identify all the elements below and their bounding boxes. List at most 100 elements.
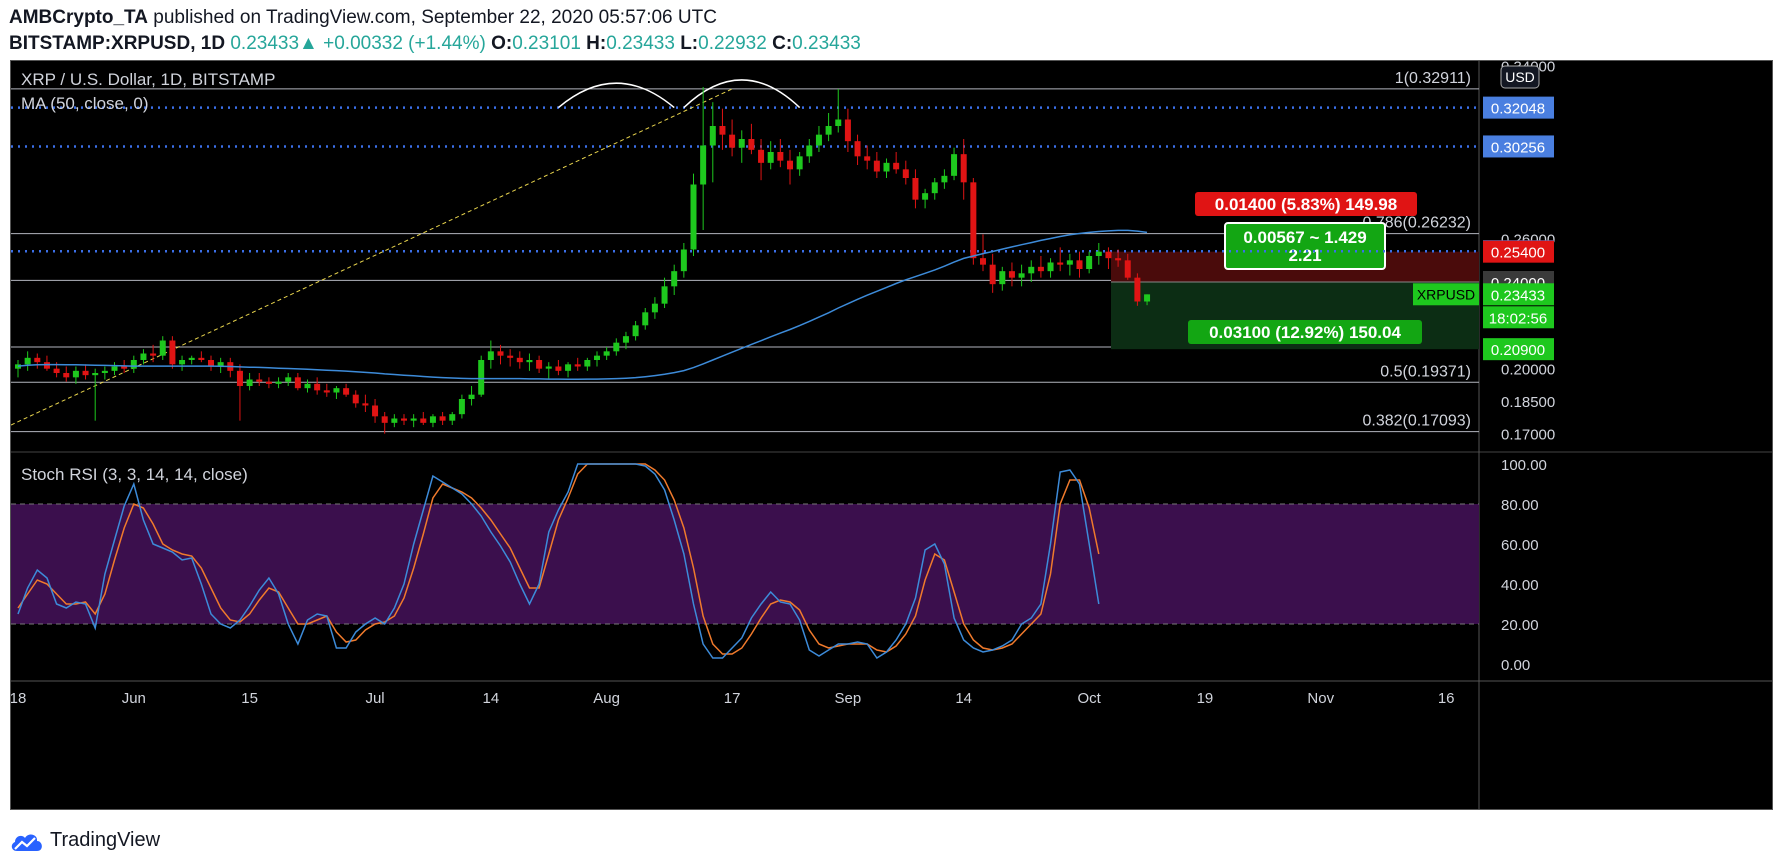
drawings[interactable] [11,79,801,426]
candle[interactable] [294,373,301,391]
candle[interactable] [82,364,89,380]
candle[interactable] [671,264,678,295]
candle[interactable] [516,351,523,369]
candle[interactable] [999,266,1006,291]
candle[interactable] [265,377,272,389]
candle[interactable] [208,355,214,371]
candle[interactable] [565,362,572,378]
candle[interactable] [130,355,137,373]
candle[interactable] [236,364,243,421]
candle[interactable] [275,377,282,389]
candle[interactable] [970,178,977,265]
candle[interactable] [169,336,176,369]
candle[interactable] [468,386,475,406]
candle[interactable] [1018,264,1025,287]
candle[interactable] [690,173,697,256]
candle[interactable] [497,344,504,365]
candle[interactable] [941,169,948,189]
candle[interactable] [758,139,765,181]
candle[interactable] [256,373,263,386]
candle[interactable] [1037,256,1044,278]
candle[interactable] [1047,258,1054,278]
candle[interactable] [1115,249,1122,267]
candle[interactable] [343,383,350,397]
candle[interactable] [15,360,21,378]
candle[interactable] [458,394,465,419]
candle[interactable] [893,152,900,174]
candle[interactable] [613,338,620,356]
candle[interactable] [844,108,851,152]
candle[interactable] [1134,273,1141,306]
tradingview-logo[interactable]: TradingView [10,829,160,852]
candle[interactable] [825,113,832,142]
candle[interactable] [1086,251,1093,274]
candle[interactable] [748,123,755,155]
candle[interactable] [1057,247,1064,272]
candle[interactable] [738,130,745,163]
candle[interactable] [960,139,967,200]
stoch-k-line[interactable] [17,463,1100,660]
candle[interactable] [883,158,890,179]
candle[interactable] [24,351,31,371]
candle[interactable] [806,139,813,163]
candle[interactable] [864,145,871,170]
candle[interactable] [873,152,880,178]
candle[interactable] [931,178,938,200]
candle[interactable] [72,366,79,384]
candle[interactable] [420,412,427,425]
candle[interactable] [835,88,842,133]
candle[interactable] [217,357,224,373]
candle[interactable] [159,336,166,360]
candle[interactable] [304,379,311,393]
candle[interactable] [352,390,359,408]
candle[interactable] [381,412,388,434]
candle[interactable] [1105,247,1112,269]
candle[interactable] [333,386,340,399]
candle[interactable] [661,277,668,308]
candle[interactable] [767,141,774,170]
stoch-rsi-pane[interactable] [11,463,1479,660]
ma-legend[interactable]: MA (50, close, 0) [21,94,149,113]
candle[interactable] [314,377,321,395]
candle[interactable] [101,366,108,380]
candle[interactable] [777,139,784,168]
candle[interactable] [729,119,736,157]
candle[interactable] [111,362,118,376]
candle[interactable] [1095,243,1102,265]
candle[interactable] [487,340,494,369]
chart-canvas[interactable]: 1(0.32911)0.786(0.26232)05(0.24073)0.618… [11,61,1772,809]
candle[interactable] [989,253,996,293]
candle[interactable] [912,169,919,209]
candle[interactable] [709,102,716,183]
candle[interactable] [922,188,929,209]
candle[interactable] [854,134,861,165]
chart-frame[interactable]: 1(0.32911)0.786(0.26232)05(0.24073)0.618… [10,60,1773,810]
candle[interactable] [574,357,581,371]
candle[interactable] [478,355,485,397]
candle[interactable] [632,321,639,341]
double-top-arc[interactable] [683,79,801,109]
candle[interactable] [584,357,591,371]
candle[interactable] [372,399,379,423]
candle[interactable] [526,353,533,371]
candle[interactable] [429,414,436,428]
candle[interactable] [555,360,562,376]
candle[interactable] [188,355,195,365]
ma50-line[interactable] [17,229,1148,381]
candle[interactable] [401,414,407,425]
candle[interactable] [391,414,398,428]
candle[interactable] [34,353,41,369]
candle[interactable] [1124,253,1131,280]
short-position-tool[interactable]: 0.01400 (5.83%) 149.98 0.03100 (12.92%) 1… [1111,192,1479,350]
candle[interactable] [362,394,369,412]
series-legend[interactable]: XRP / U.S. Dollar, 1D, BITSTAMP [21,70,276,89]
candle[interactable] [43,355,50,371]
candle[interactable] [545,362,552,380]
candle[interactable] [246,373,253,391]
stoch-d-line[interactable] [17,463,1100,655]
candle[interactable] [796,152,803,176]
candle[interactable] [198,351,205,363]
candle[interactable] [410,414,417,428]
candle[interactable] [700,87,707,230]
candle[interactable] [951,147,958,181]
